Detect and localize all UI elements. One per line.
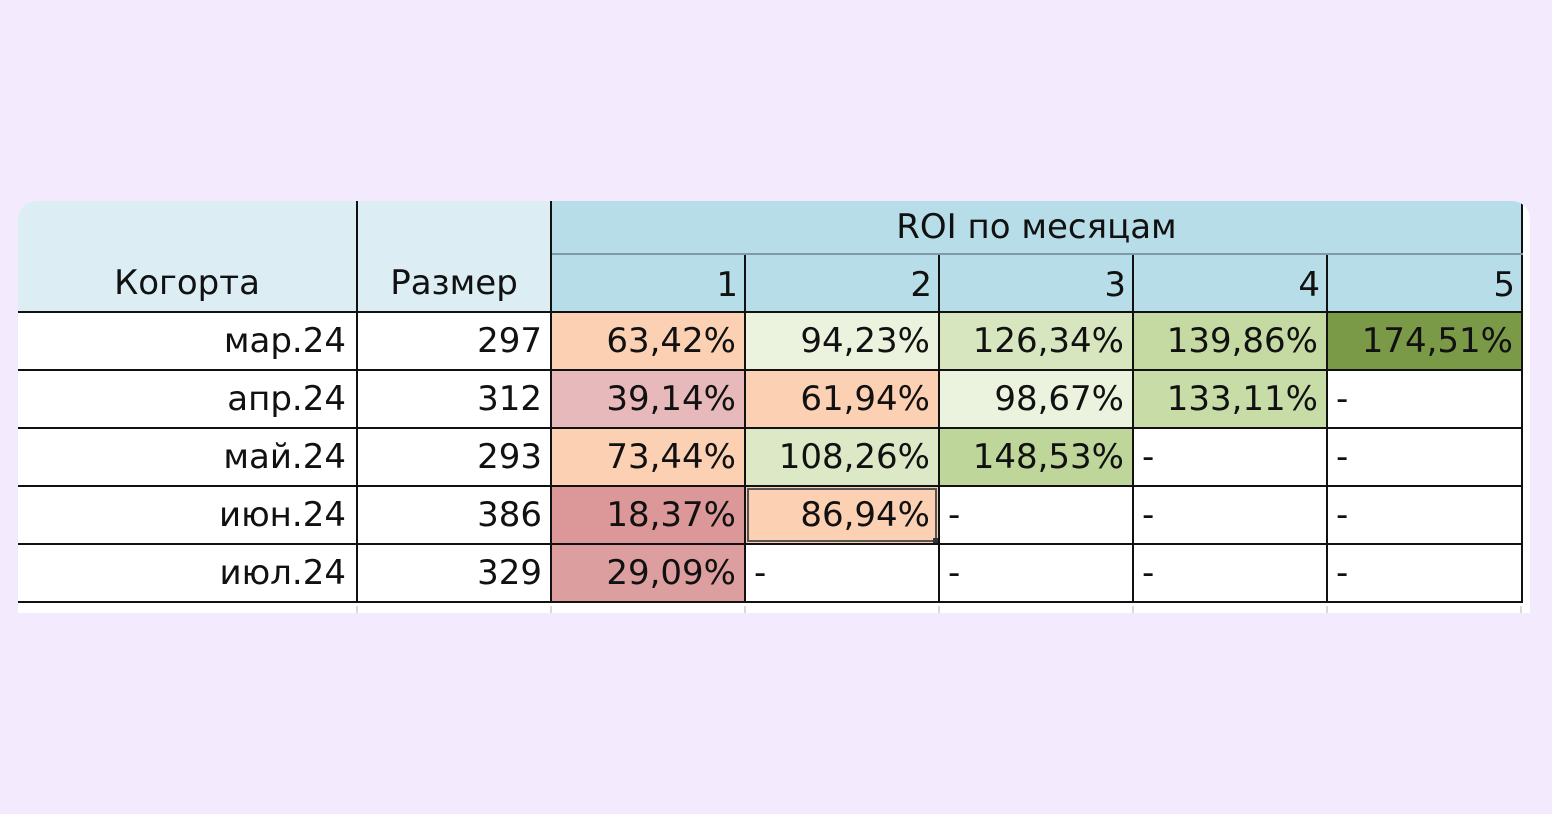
table-row: апр.24 312 39,14% 61,94% 98,67% 133,11% … [18, 370, 1523, 429]
roi-cell[interactable]: - [1327, 544, 1523, 603]
gridline [744, 606, 746, 613]
fill-handle[interactable] [933, 538, 937, 542]
gridline [1520, 606, 1522, 613]
table-row: июл.24 329 29,09% - - - - [18, 544, 1523, 603]
roi-cell[interactable]: 39,14% [551, 370, 746, 429]
cohort-cell[interactable]: июн.24 [18, 486, 358, 545]
header-roi-by-month[interactable]: ROI по месяцам [551, 201, 1523, 255]
table-row: июн.24 386 18,37% 86,94% - - - [18, 486, 1523, 545]
size-cell[interactable]: 293 [357, 428, 552, 487]
roi-cell[interactable]: - [939, 486, 1134, 545]
roi-cell[interactable]: 29,09% [551, 544, 746, 603]
roi-cell[interactable]: - [745, 544, 940, 603]
cohort-cell[interactable]: май.24 [18, 428, 358, 487]
roi-cell[interactable]: 63,42% [551, 312, 746, 371]
size-cell[interactable]: 297 [357, 312, 552, 371]
roi-cohort-table: Когорта Размер ROI по месяцам 1 2 3 4 5 … [18, 201, 1523, 603]
roi-cell[interactable]: - [1133, 486, 1328, 545]
roi-cell[interactable]: - [939, 544, 1134, 603]
roi-cell[interactable]: - [1327, 486, 1523, 545]
header-month-1[interactable]: 1 [551, 254, 746, 313]
roi-cell[interactable]: 174,51% [1327, 312, 1523, 371]
size-cell[interactable]: 386 [357, 486, 552, 545]
header-month-5[interactable]: 5 [1327, 254, 1523, 313]
roi-cell[interactable]: 94,23% [745, 312, 940, 371]
roi-cell[interactable]: 98,67% [939, 370, 1134, 429]
gridline [550, 606, 552, 613]
size-cell[interactable]: 312 [357, 370, 552, 429]
header-cohort[interactable]: Когорта [18, 201, 358, 313]
header-size[interactable]: Размер [357, 201, 552, 313]
spreadsheet-card: Когорта Размер ROI по месяцам 1 2 3 4 5 … [18, 201, 1530, 613]
table-row: май.24 293 73,44% 108,26% 148,53% - - [18, 428, 1523, 487]
roi-cell[interactable]: - [1133, 544, 1328, 603]
roi-cell[interactable]: 108,26% [745, 428, 940, 487]
roi-cell[interactable]: 73,44% [551, 428, 746, 487]
roi-cell[interactable]: 148,53% [939, 428, 1134, 487]
cohort-cell[interactable]: апр.24 [18, 370, 358, 429]
cohort-cell[interactable]: мар.24 [18, 312, 358, 371]
roi-cell[interactable]: 18,37% [551, 486, 746, 545]
roi-cell[interactable]: - [1327, 370, 1523, 429]
gridline [1326, 606, 1328, 613]
table-row: мар.24 297 63,42% 94,23% 126,34% 139,86%… [18, 312, 1523, 371]
roi-cell[interactable]: 86,94% [745, 486, 940, 545]
roi-cell[interactable]: - [1327, 428, 1523, 487]
sheet-gridlines [18, 606, 1530, 613]
roi-cell[interactable]: 133,11% [1133, 370, 1328, 429]
gridline [938, 606, 940, 613]
gridline [356, 606, 358, 613]
size-cell[interactable]: 329 [357, 544, 552, 603]
roi-cell[interactable]: 61,94% [745, 370, 940, 429]
cohort-cell[interactable]: июл.24 [18, 544, 358, 603]
gridline [1132, 606, 1134, 613]
roi-cell[interactable]: 139,86% [1133, 312, 1328, 371]
header-month-3[interactable]: 3 [939, 254, 1134, 313]
roi-cell[interactable]: - [1133, 428, 1328, 487]
roi-cell[interactable]: 126,34% [939, 312, 1134, 371]
header-month-4[interactable]: 4 [1133, 254, 1328, 313]
header-month-2[interactable]: 2 [745, 254, 940, 313]
